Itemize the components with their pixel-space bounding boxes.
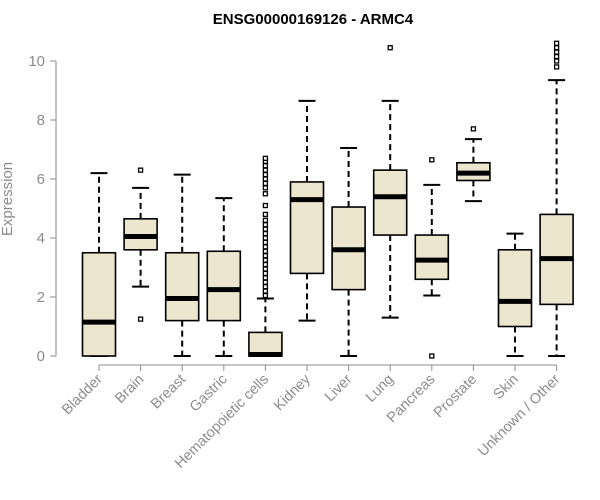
boxplots xyxy=(81,40,574,359)
outlier-point xyxy=(262,253,269,259)
box xyxy=(414,234,450,281)
box xyxy=(497,249,533,328)
y-tick-label: 0 xyxy=(37,348,45,365)
y-tick-label: 2 xyxy=(37,289,45,306)
outlier-point xyxy=(262,279,269,285)
box-group xyxy=(248,155,283,358)
box-group xyxy=(164,173,200,357)
outlier-point xyxy=(262,235,269,241)
outlier-point xyxy=(262,230,269,237)
y-tick-label: 4 xyxy=(37,230,45,247)
chart-title: ENSG00000169126 - ARMC4 xyxy=(213,11,414,28)
outlier-point xyxy=(262,155,269,162)
outlier-point xyxy=(387,45,393,51)
x-tick-label: Bladder xyxy=(59,371,106,418)
outlier-point xyxy=(262,211,269,218)
outlier-point xyxy=(262,244,269,250)
box-group xyxy=(331,147,366,357)
x-tick-label: Breast xyxy=(148,372,189,413)
outlier-point xyxy=(262,284,269,290)
x-tick-label: Kidney xyxy=(271,371,314,414)
x-tick-label: Prostate xyxy=(431,372,480,421)
outlier-point xyxy=(137,167,144,173)
outlier-point xyxy=(262,239,269,246)
x-tick-label: Lung xyxy=(363,372,397,406)
outlier-point xyxy=(429,353,435,359)
box xyxy=(206,250,242,322)
box-group xyxy=(539,40,574,357)
y-tick-label: 8 xyxy=(37,112,45,129)
box-group xyxy=(289,99,325,322)
outlier-point xyxy=(262,176,269,182)
box-group xyxy=(497,232,533,357)
outlier-point xyxy=(262,202,269,209)
outlier-point xyxy=(553,40,560,46)
y-axis: 0 2 4 6 8 10 xyxy=(28,53,57,365)
box xyxy=(164,251,200,322)
outlier-point xyxy=(262,266,269,272)
box xyxy=(372,169,408,236)
x-tick-label: Liver xyxy=(322,371,356,405)
outlier-point xyxy=(262,275,269,281)
outlier-point xyxy=(262,288,269,294)
outlier-point xyxy=(262,257,269,263)
outlier-point xyxy=(262,226,269,232)
outlier-point xyxy=(262,261,269,268)
outlier-point xyxy=(262,185,269,191)
outlier-point xyxy=(262,270,269,277)
outlier-point xyxy=(553,45,560,51)
box-group xyxy=(81,172,117,357)
box-group xyxy=(372,45,408,319)
outlier-point xyxy=(429,157,435,163)
box xyxy=(81,251,117,357)
outlier-point xyxy=(553,58,560,64)
box-group xyxy=(206,197,242,357)
y-tick-label: 6 xyxy=(37,171,45,188)
outlier-point xyxy=(470,126,477,132)
outlier-point xyxy=(262,222,269,228)
outlier-point xyxy=(262,217,269,223)
outlier-point xyxy=(262,248,269,254)
box-group xyxy=(414,157,450,359)
outlier-point xyxy=(137,316,144,322)
outlier-point xyxy=(262,167,269,173)
outlier-point xyxy=(262,180,269,187)
box-group xyxy=(456,126,491,203)
outlier-point xyxy=(553,53,560,60)
y-tick-label: 10 xyxy=(28,53,45,70)
outlier-point xyxy=(262,171,269,178)
x-tick-label: Skin xyxy=(491,372,522,403)
outlier-point xyxy=(262,163,269,169)
y-axis-label: Expression xyxy=(0,162,16,236)
outlier-point xyxy=(553,64,560,70)
outlier-point xyxy=(262,191,269,197)
x-tick-label: Brain xyxy=(112,372,147,407)
outlier-point xyxy=(553,49,560,55)
box-group xyxy=(123,167,158,322)
box xyxy=(289,181,325,275)
outlier-point xyxy=(262,292,269,299)
